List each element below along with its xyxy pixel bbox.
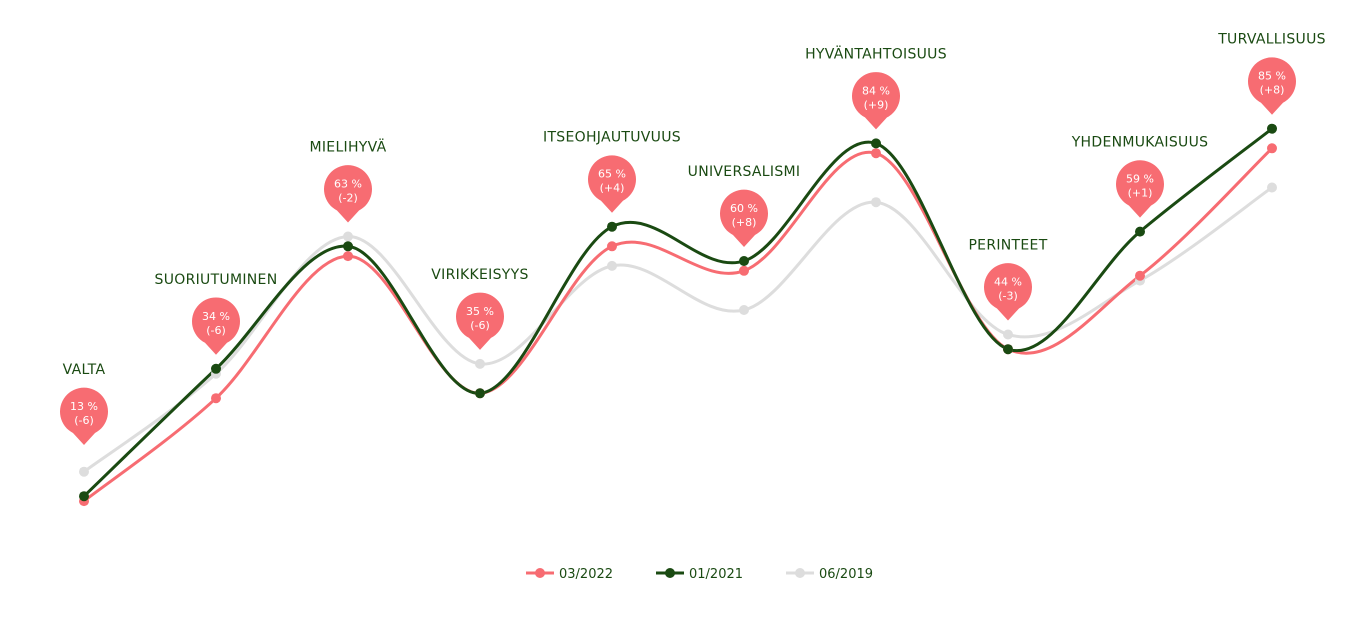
pin-shape bbox=[192, 297, 240, 355]
pin-shape bbox=[1115, 160, 1164, 218]
data-point-01-2021-9[interactable] bbox=[1267, 123, 1277, 134]
category-label-1: SUORIUTUMINEN bbox=[155, 272, 278, 288]
legend-item-03-2022[interactable]: 03/2022 bbox=[526, 567, 613, 582]
data-point-06-2019-4[interactable] bbox=[607, 260, 617, 271]
pin-change-label: (+1) bbox=[1128, 187, 1153, 200]
legend[interactable]: 03/2022 01/2021 06/2019 bbox=[526, 567, 873, 582]
pin-change-label: (-6) bbox=[206, 324, 226, 337]
pin-value-label: 85 % bbox=[1258, 70, 1286, 83]
pin-shape bbox=[324, 165, 372, 223]
pin-shape bbox=[720, 189, 768, 247]
annotation-pin-9: 85 %(+8) bbox=[1248, 57, 1296, 115]
data-point-01-2021-1[interactable] bbox=[211, 363, 221, 374]
pin-change-label: (-3) bbox=[998, 290, 1018, 303]
pin-change-label: (-2) bbox=[338, 192, 358, 205]
category-label-0: VALTA bbox=[63, 362, 106, 378]
legend-label: 01/2021 bbox=[689, 567, 743, 582]
category-label-3: VIRIKKEISYYS bbox=[431, 267, 528, 283]
annotation-pin-1: 34 %(-6) bbox=[192, 297, 240, 355]
pin-shape bbox=[588, 155, 636, 213]
data-point-03-2022-6[interactable] bbox=[871, 148, 881, 159]
pin-value-label: 63 % bbox=[334, 178, 362, 191]
series-line-03-2022 bbox=[82, 146, 1274, 503]
annotation-pin-7: 44 %(-3) bbox=[983, 263, 1032, 321]
pin-change-label: (-6) bbox=[470, 319, 490, 332]
annotation-pin-5: 60 %(+8) bbox=[720, 189, 768, 247]
annotation-pin-6: 84 %(+9) bbox=[852, 72, 900, 130]
pin-change-label: (+8) bbox=[732, 216, 757, 229]
pin-shape bbox=[456, 292, 504, 350]
annotation-pin-8: 59 %(+1) bbox=[1115, 160, 1164, 218]
annotation-pin-0: 13 %(-6) bbox=[59, 387, 108, 445]
data-point-03-2022-8[interactable] bbox=[1135, 270, 1145, 281]
pin-value-label: 60 % bbox=[730, 202, 758, 215]
pin-change-label: (-6) bbox=[74, 414, 94, 427]
annotation-pin-2: 63 %(-2) bbox=[324, 165, 372, 223]
data-point-01-2021-3[interactable] bbox=[475, 388, 485, 399]
data-point-01-2021-5[interactable] bbox=[739, 256, 749, 266]
data-point-06-2019-5[interactable] bbox=[739, 305, 749, 315]
legend-marker bbox=[665, 568, 675, 578]
data-point-01-2021-6[interactable] bbox=[871, 138, 881, 149]
category-label-9: TURVALLISUUS bbox=[1217, 32, 1326, 48]
data-point-06-2019-7[interactable] bbox=[1003, 329, 1013, 340]
series-lines bbox=[82, 127, 1274, 503]
pin-value-label: 59 % bbox=[1126, 173, 1154, 186]
data-point-01-2021-0[interactable] bbox=[79, 491, 89, 502]
category-label-5: UNIVERSALISMI bbox=[688, 164, 801, 180]
pin-value-label: 65 % bbox=[598, 168, 626, 181]
data-point-03-2022-5[interactable] bbox=[739, 265, 749, 276]
data-point-06-2019-0[interactable] bbox=[79, 466, 89, 477]
category-label-4: ITSEOHJAUTUVUUS bbox=[543, 130, 681, 146]
pin-change-label: (+9) bbox=[864, 98, 889, 111]
category-label-8: YHDENMUKAISUUS bbox=[1071, 135, 1209, 151]
data-point-01-2021-4[interactable] bbox=[607, 221, 617, 232]
legend-label: 03/2022 bbox=[559, 567, 613, 582]
annotation-pin-4: 65 %(+4) bbox=[588, 155, 636, 213]
data-point-06-2019-2[interactable] bbox=[343, 231, 353, 242]
pin-shape bbox=[983, 263, 1032, 321]
pin-shape bbox=[59, 387, 108, 445]
data-point-03-2022-4[interactable] bbox=[607, 241, 617, 252]
category-label-7: PERINTEET bbox=[968, 238, 1047, 254]
series-line-01-2021 bbox=[82, 127, 1274, 498]
pin-value-label: 84 % bbox=[862, 84, 890, 97]
legend-item-01-2021[interactable]: 01/2021 bbox=[656, 567, 743, 582]
legend-marker bbox=[535, 568, 545, 578]
data-point-01-2021-8[interactable] bbox=[1135, 226, 1145, 237]
data-point-06-2019-6[interactable] bbox=[871, 197, 881, 208]
data-point-03-2022-2[interactable] bbox=[343, 251, 353, 262]
pin-shape bbox=[852, 72, 900, 130]
pin-value-label: 35 % bbox=[466, 305, 494, 318]
pin-value-label: 44 % bbox=[994, 276, 1022, 289]
pin-change-label: (+8) bbox=[1260, 84, 1285, 97]
category-labels: VALTA SUORIUTUMINEN MIELIHYVÄ VIRIKKEISYYS I… bbox=[63, 32, 1326, 378]
pin-value-label: 34 % bbox=[202, 310, 230, 323]
legend-label: 06/2019 bbox=[819, 567, 873, 582]
pin-shape bbox=[1248, 57, 1296, 115]
legend-item-06-2019[interactable]: 06/2019 bbox=[786, 567, 873, 582]
data-point-01-2021-7[interactable] bbox=[1003, 344, 1013, 355]
data-point-03-2022-1[interactable] bbox=[211, 393, 221, 404]
data-point-06-2019-9[interactable] bbox=[1267, 182, 1277, 193]
annotation-pin-3: 35 %(-6) bbox=[456, 292, 504, 350]
data-point-01-2021-2[interactable] bbox=[343, 241, 353, 252]
annotation-pins: 13 %(-6)34 %(-6)63 %(-2)35 %(-6)65 %(+4)… bbox=[59, 57, 1296, 445]
series-line-06-2019 bbox=[82, 186, 1274, 474]
data-point-03-2022-9[interactable] bbox=[1267, 143, 1277, 154]
category-label-6: HYVÄNTAHTOISUUS bbox=[805, 44, 947, 62]
category-label-2: MIELIHYVÄ bbox=[309, 138, 386, 156]
series-points bbox=[79, 123, 1277, 507]
legend-marker bbox=[795, 568, 805, 578]
data-point-06-2019-3[interactable] bbox=[475, 358, 485, 369]
pin-value-label: 13 % bbox=[70, 400, 98, 413]
pin-change-label: (+4) bbox=[600, 182, 625, 195]
